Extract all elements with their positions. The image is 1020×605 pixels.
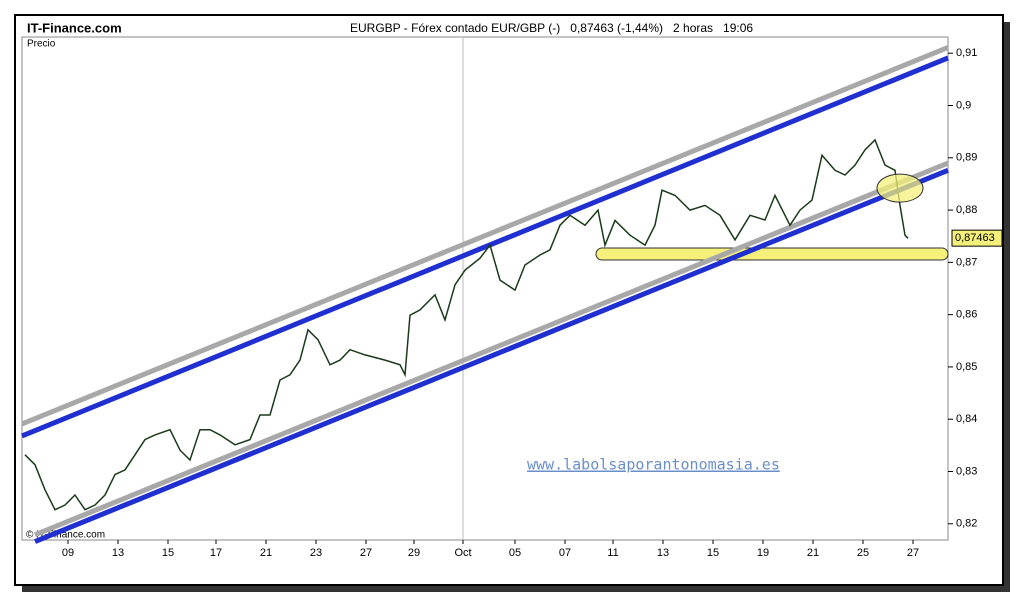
x-tick-label: 13 bbox=[112, 547, 124, 559]
x-tick-label: 19 bbox=[757, 547, 769, 559]
brand: IT-Finance.com bbox=[27, 20, 122, 35]
price-line bbox=[24, 138, 909, 511]
x-tick-label: 05 bbox=[509, 547, 521, 559]
y-tick-label: 0,88 bbox=[956, 204, 977, 216]
x-tick-label: 25 bbox=[857, 547, 869, 559]
x-tick-label: 21 bbox=[807, 547, 819, 559]
y-tick-label: 0,86 bbox=[956, 309, 977, 321]
x-tick-label: 21 bbox=[260, 547, 272, 559]
channel-line bbox=[34, 168, 949, 544]
x-tick-label: 11 bbox=[607, 547, 618, 559]
y-tick-label: 0,91 bbox=[956, 47, 977, 59]
y-tick-label: 0,83 bbox=[956, 465, 977, 477]
chart-title: EURGBP - Fórex contado EUR/GBP (-) 0,874… bbox=[350, 21, 753, 35]
x-tick-label: 29 bbox=[408, 547, 420, 559]
y-axis-label: Precio bbox=[27, 39, 56, 50]
y-tick-label: 0,89 bbox=[956, 152, 977, 164]
channel-line bbox=[21, 45, 949, 427]
y-tick-label: 0,84 bbox=[956, 413, 977, 425]
channel-line bbox=[21, 55, 949, 439]
y-tick-label: 0,82 bbox=[956, 518, 977, 530]
last-value-label: 0,87463 bbox=[955, 232, 995, 244]
x-tick-label: 07 bbox=[559, 547, 571, 559]
x-tick-label: 15 bbox=[162, 547, 174, 559]
highlight-ellipse bbox=[876, 173, 924, 203]
y-tick-label: 0,9 bbox=[956, 99, 971, 111]
x-tick-label: Oct bbox=[454, 547, 471, 559]
last-value-box bbox=[951, 229, 1003, 247]
x-tick-label: 27 bbox=[907, 547, 919, 559]
y-tick-label: 0,87 bbox=[956, 256, 977, 268]
x-tick-label: 23 bbox=[310, 547, 322, 559]
x-tick-label: 27 bbox=[360, 547, 372, 559]
x-tick-label: 09 bbox=[62, 547, 74, 559]
watermark: www.labolsaporantonomasia.es bbox=[527, 456, 780, 474]
x-tick-label: 15 bbox=[707, 547, 719, 559]
y-tick-label: 0,85 bbox=[956, 361, 977, 373]
x-tick-label: 17 bbox=[210, 547, 222, 559]
x-tick-label: 13 bbox=[657, 547, 669, 559]
support-band bbox=[595, 247, 949, 261]
copyright: © IT-Finance.com bbox=[26, 530, 105, 541]
channel-line bbox=[34, 160, 949, 538]
